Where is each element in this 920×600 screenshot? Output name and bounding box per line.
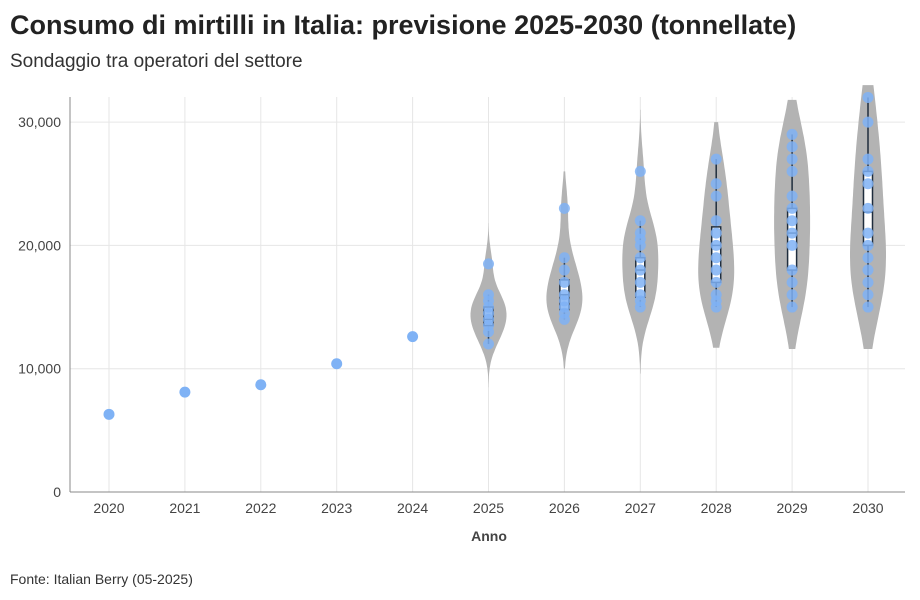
x-axis-title: Anno <box>471 528 507 544</box>
y-tick-label: 20,000 <box>18 237 61 253</box>
data-point-2027 <box>634 252 646 264</box>
x-tick-label: 2026 <box>549 500 580 516</box>
x-tick-label: 2028 <box>701 500 732 516</box>
data-point-2029 <box>786 301 798 313</box>
x-tick-label: 2030 <box>852 500 883 516</box>
data-point-2030 <box>862 252 874 264</box>
data-point-2025 <box>483 338 494 350</box>
data-point-2028 <box>710 227 722 239</box>
data-point-2030 <box>862 264 874 276</box>
x-tick-label: 2024 <box>397 500 428 516</box>
data-point-2029 <box>786 276 798 288</box>
data-point-2028 <box>710 289 722 301</box>
data-point-2026 <box>558 276 570 288</box>
data-point-2028 <box>710 264 722 276</box>
data-point-2025 <box>483 258 494 270</box>
data-point-2029 <box>786 153 798 165</box>
data-point-2028 <box>710 215 722 227</box>
data-point-2028 <box>710 190 722 202</box>
x-tick-label: 2027 <box>625 500 656 516</box>
data-point-2030 <box>862 153 874 165</box>
data-point-2028 <box>710 178 722 190</box>
data-point-2023 <box>331 358 343 370</box>
data-point-2030 <box>862 116 874 128</box>
data-point-2021 <box>179 386 191 398</box>
x-tick-label: 2025 <box>473 500 504 516</box>
x-tick-label: 2029 <box>777 500 808 516</box>
y-tick-label: 10,000 <box>18 361 61 377</box>
data-point-2030 <box>862 202 874 214</box>
axis-layer: 2020 2021 2022 2023 2024 2025 2026 2027 2028 2029… <box>18 97 905 516</box>
data-point-2028 <box>710 153 722 165</box>
data-point-2027 <box>634 289 646 301</box>
data-point-2027 <box>634 276 646 288</box>
x-tick-label: 2021 <box>169 500 200 516</box>
data-point-2030 <box>862 227 874 239</box>
chart-subtitle: Sondaggio tra operatori del settore <box>10 51 303 72</box>
data-point-2030 <box>862 178 874 190</box>
data-point-2030 <box>862 91 874 103</box>
x-tick-label: 2020 <box>93 500 124 516</box>
data-point-2027 <box>634 165 646 177</box>
data-point-2029 <box>786 264 798 276</box>
data-point-2028 <box>710 276 722 288</box>
data-point-2028 <box>710 252 722 264</box>
x-tick-label: 2023 <box>321 500 352 516</box>
data-point-2029 <box>786 215 798 227</box>
y-tick-label: 0 <box>53 484 61 500</box>
data-point-2028 <box>710 239 722 251</box>
data-point-2024 <box>407 331 419 343</box>
violin-layer <box>470 85 886 388</box>
data-point-2020 <box>103 408 115 420</box>
data-point-2030 <box>862 276 874 288</box>
data-point-2027 <box>634 264 646 276</box>
data-point-2026 <box>558 252 570 264</box>
data-point-2027 <box>634 215 646 227</box>
source-note: Fonte: Italian Berry (05-2025) <box>10 571 193 587</box>
box-layer <box>483 97 874 345</box>
data-point-2027 <box>634 227 646 239</box>
point-layer <box>103 91 874 420</box>
data-point-2026 <box>558 202 570 214</box>
chart-title: Consumo di mirtilli in Italia: prevision… <box>10 10 797 40</box>
data-point-2030 <box>862 239 874 251</box>
data-point-2029 <box>786 289 798 301</box>
data-point-2026 <box>558 289 570 301</box>
data-point-2026 <box>558 264 570 276</box>
data-point-2029 <box>786 190 798 202</box>
data-point-2029 <box>786 239 798 251</box>
data-point-2029 <box>786 227 798 239</box>
x-tick-label: 2022 <box>245 500 276 516</box>
data-point-2030 <box>862 165 874 177</box>
data-point-2029 <box>786 128 798 140</box>
data-point-2025 <box>483 289 494 301</box>
data-point-2029 <box>786 165 798 177</box>
data-point-2029 <box>786 202 798 214</box>
data-point-2030 <box>862 289 874 301</box>
data-point-2030 <box>862 301 874 313</box>
data-point-2029 <box>786 141 798 153</box>
y-tick-label: 30,000 <box>18 114 61 130</box>
data-point-2022 <box>255 379 267 391</box>
